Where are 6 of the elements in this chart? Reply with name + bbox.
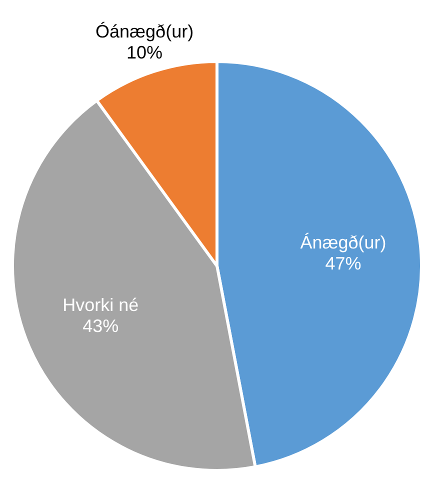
data-label: 10% — [126, 42, 163, 62]
slice-label: Óánægð(ur) — [96, 21, 194, 42]
slice-label: Ánægð(ur) — [300, 232, 386, 253]
data-label: 43% — [82, 316, 119, 336]
data-label: 47% — [325, 254, 362, 274]
slice-label: Hvorki né — [62, 294, 139, 315]
